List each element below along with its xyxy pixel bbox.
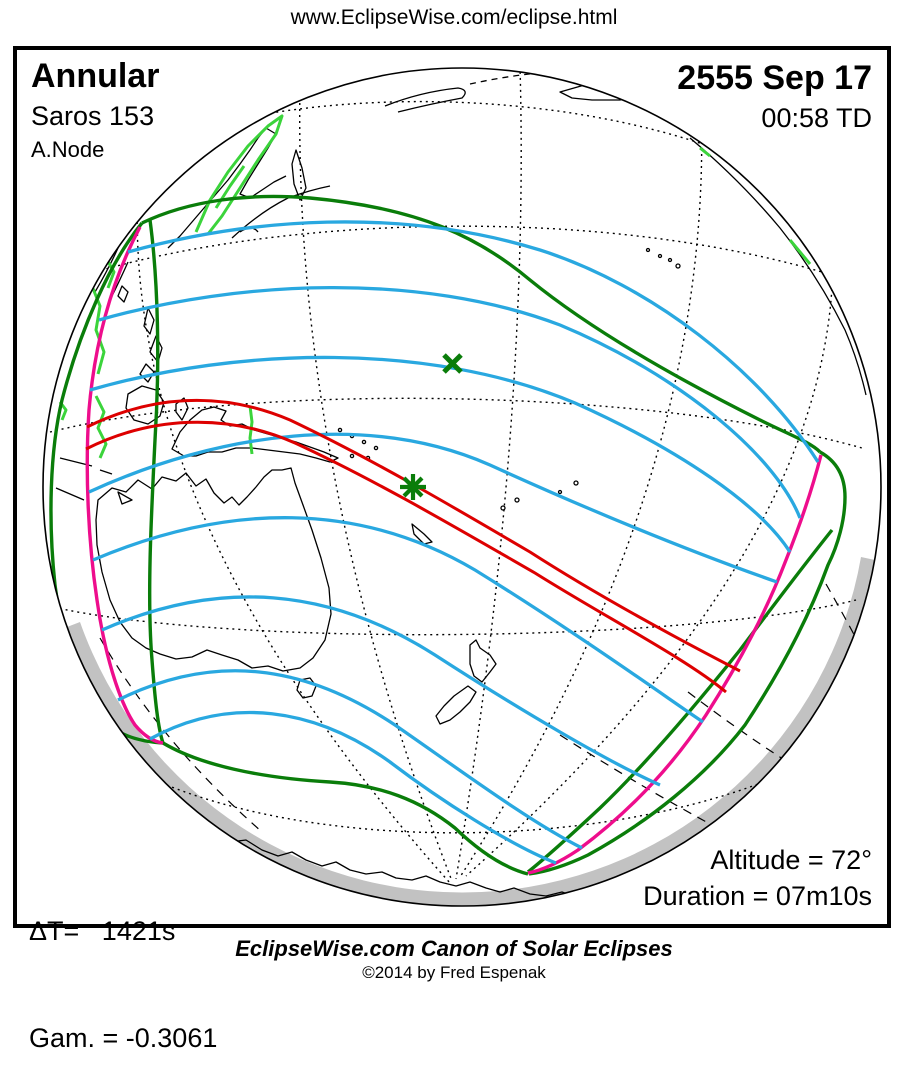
eclipse-date-label: 2555 Sep 17 <box>677 59 872 97</box>
delta-t-label: ΔT= 1421s <box>29 916 176 947</box>
greatest-eclipse-marker <box>400 474 426 500</box>
penumbra-inner-west <box>147 219 165 744</box>
eclipse-date-block: 2555 Sep 17 00:58 TD <box>677 56 872 137</box>
penumbral-limit-curves <box>49 194 847 876</box>
footer-title: EclipseWise.com Canon of Solar Eclipses <box>235 936 673 961</box>
saros-label: Saros 153 <box>31 100 155 131</box>
eclipse-type-label: Annular <box>31 57 160 95</box>
sunrise-sunset-curves <box>85 226 823 875</box>
sunset-curve-east <box>527 454 823 875</box>
penumbra-south-limit <box>162 741 529 876</box>
eclipse-map-page: { "header": { "url_title": "www.EclipseW… <box>13 6 891 1054</box>
eclipse-type-block: Annular Saros 153 A.Node <box>31 54 159 164</box>
altitude-label: Altitude = 72° <box>710 845 872 875</box>
maximum-eclipse-time-curves <box>88 220 820 865</box>
gamma-label: Gam. = -0.3061 <box>29 1023 218 1054</box>
sunrise-curve-west <box>85 226 164 745</box>
eclipse-globe-map <box>42 67 882 907</box>
duration-label: Duration = 07m10s <box>643 880 872 911</box>
penumbra-north-limit <box>141 194 822 454</box>
penumbra-east-loop <box>528 450 847 876</box>
page-title-url: www.EclipseWise.com/eclipse.html <box>290 6 618 29</box>
eclipse-time-label: 00:58 TD <box>761 102 872 133</box>
annular-south-limit <box>85 420 727 694</box>
globe-limb <box>42 67 882 907</box>
altitude-duration-block: Altitude = 72° Duration = 07m10s <box>643 843 872 914</box>
map-frame <box>13 46 891 928</box>
greatest-duration-marker <box>442 353 463 374</box>
footer-copyright: ©2014 by Fred Espenak <box>362 963 546 982</box>
node-label: A.Node <box>31 136 105 162</box>
